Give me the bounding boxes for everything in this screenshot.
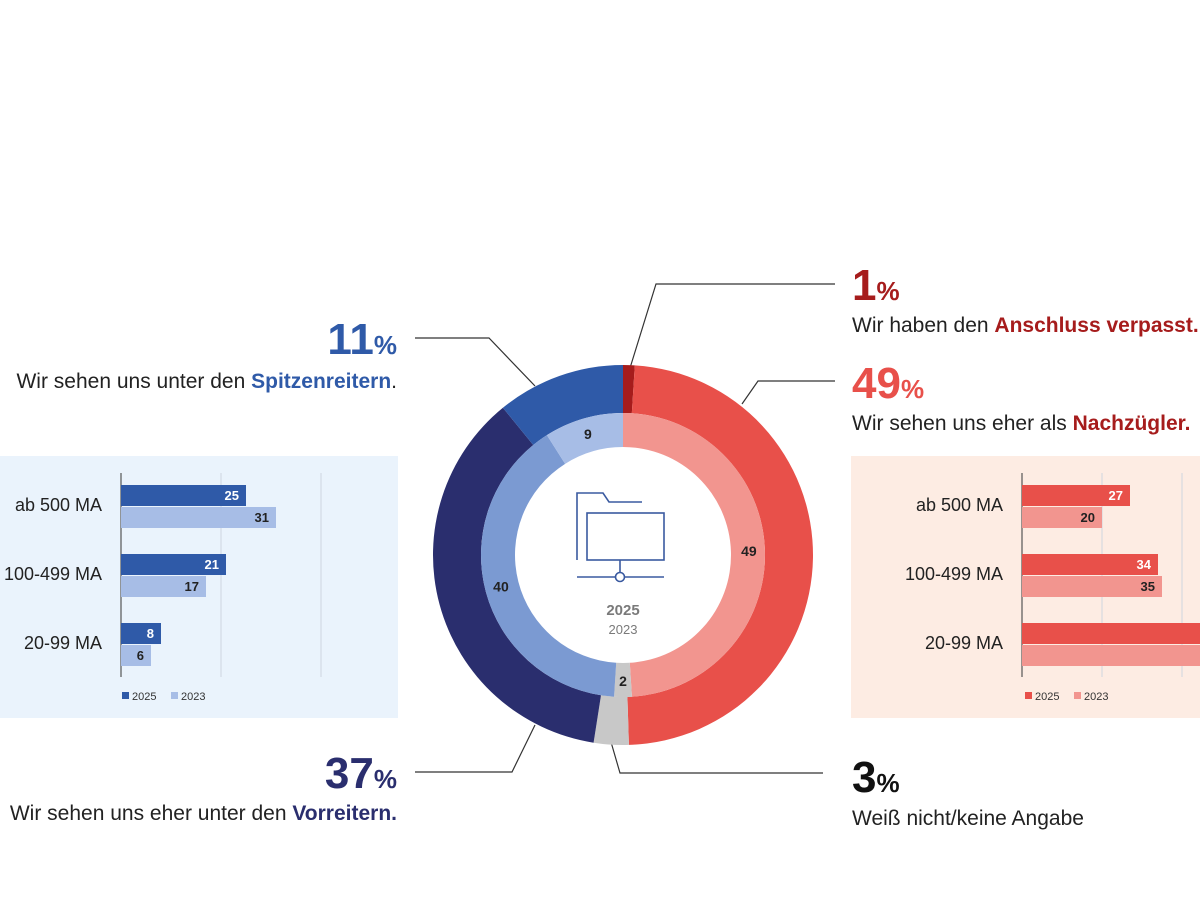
donut-chart: 49 2 40 9 — [432, 365, 813, 745]
bar-2023 — [1022, 507, 1102, 528]
bar-2025 — [1022, 623, 1200, 644]
bar-value-label: 27 — [1109, 488, 1123, 503]
bar-value-label: 20 — [1081, 510, 1095, 525]
donut-inner-nachzuegler — [623, 413, 766, 697]
bar-2025 — [121, 554, 226, 575]
bar-value-label: 6 — [137, 648, 144, 663]
leader-line-weiss — [610, 741, 823, 774]
bar-value-label: 31 — [255, 510, 269, 525]
nachzuegler-caption: Wir sehen uns eher als Nachzügler. — [852, 412, 1191, 435]
donut-outer-verpasst — [623, 365, 635, 414]
bar-2023 — [121, 645, 151, 666]
legend-swatch — [1025, 692, 1032, 699]
bar-value-label: 35 — [1141, 579, 1155, 594]
spitzenreiter-percent: 11% — [327, 315, 397, 364]
bar-2025 — [121, 623, 161, 644]
weiss-nicht-caption: Weiß nicht/keine Angabe — [852, 807, 1084, 830]
bar-value-label: 21 — [205, 557, 219, 572]
verpasst-caption: Wir haben den Anschluss verpasst. — [852, 314, 1199, 337]
donut-inner-vorreiter — [481, 435, 617, 697]
bar-chart-left: ab 500 MA 25 31 100-499 MA 21 17 20-99 MA 86 202… — [4, 473, 322, 703]
category-label: ab 500 MA — [15, 495, 102, 515]
bar-value-label: 34 — [1137, 557, 1152, 572]
category-label: ab 500 MA — [916, 495, 1003, 515]
bar-2023 — [121, 507, 276, 528]
category-label: 100-499 MA — [905, 564, 1003, 584]
donut-outer-nachzuegler — [627, 365, 813, 745]
donut-inner-label: 49 — [741, 543, 757, 559]
vorreiter-caption: Wir sehen uns eher unter den Vorreitern. — [9, 802, 397, 825]
bar-2025 — [121, 485, 246, 506]
legend-label: 2025 — [1035, 691, 1059, 703]
category-label: 20-99 MA — [24, 633, 102, 653]
leader-line-vorreiter — [415, 724, 536, 773]
bar-value-label: 17 — [185, 579, 199, 594]
legend-label: 2025 — [132, 691, 156, 703]
vorreiter-percent: 37% — [324, 749, 397, 798]
leader-line-nachzuegler — [741, 380, 835, 405]
donut-center-year-sub: 2023 — [609, 622, 638, 637]
category-label: 100-499 MA — [4, 564, 102, 584]
bar-2023 — [121, 576, 206, 597]
nachzuegler-percent: 49% — [852, 359, 925, 408]
donut-outer-vorreiter — [432, 407, 602, 743]
weiss-nicht-percent: 3% — [852, 753, 900, 802]
donut-center-year-main: 2025 — [606, 602, 639, 619]
donut-outer-spitzen — [502, 365, 623, 445]
donut-inner-label: 9 — [584, 426, 592, 442]
spitzenreiter-caption: Wir sehen uns unter den Spitzenreitern. — [16, 370, 397, 393]
bar-2023 — [1022, 645, 1200, 666]
legend-swatch — [1074, 692, 1081, 699]
donut-inner-label: 2 — [619, 673, 627, 689]
legend-swatch — [171, 692, 178, 699]
bar-2023 — [1022, 576, 1162, 597]
bar-value-label: 8 — [147, 626, 154, 641]
legend-swatch — [122, 692, 129, 699]
leader-line-spitzen — [415, 337, 536, 387]
legend-label: 2023 — [1084, 691, 1108, 703]
folder-network-icon — [576, 492, 665, 583]
donut-inner-spitzen — [546, 413, 623, 464]
bar-2025 — [1022, 554, 1158, 575]
donut-inner-label: 40 — [493, 578, 509, 594]
verpasst-percent: 1% — [852, 261, 900, 310]
donut-inner-weiss — [614, 662, 632, 697]
bar-2025 — [1022, 485, 1130, 506]
bar-value-label: 25 — [225, 488, 239, 503]
legend-label: 2023 — [181, 691, 205, 703]
category-label: 20-99 MA — [925, 633, 1003, 653]
leader-line-verpasst — [629, 283, 835, 369]
donut-outer-weiss — [593, 695, 629, 745]
